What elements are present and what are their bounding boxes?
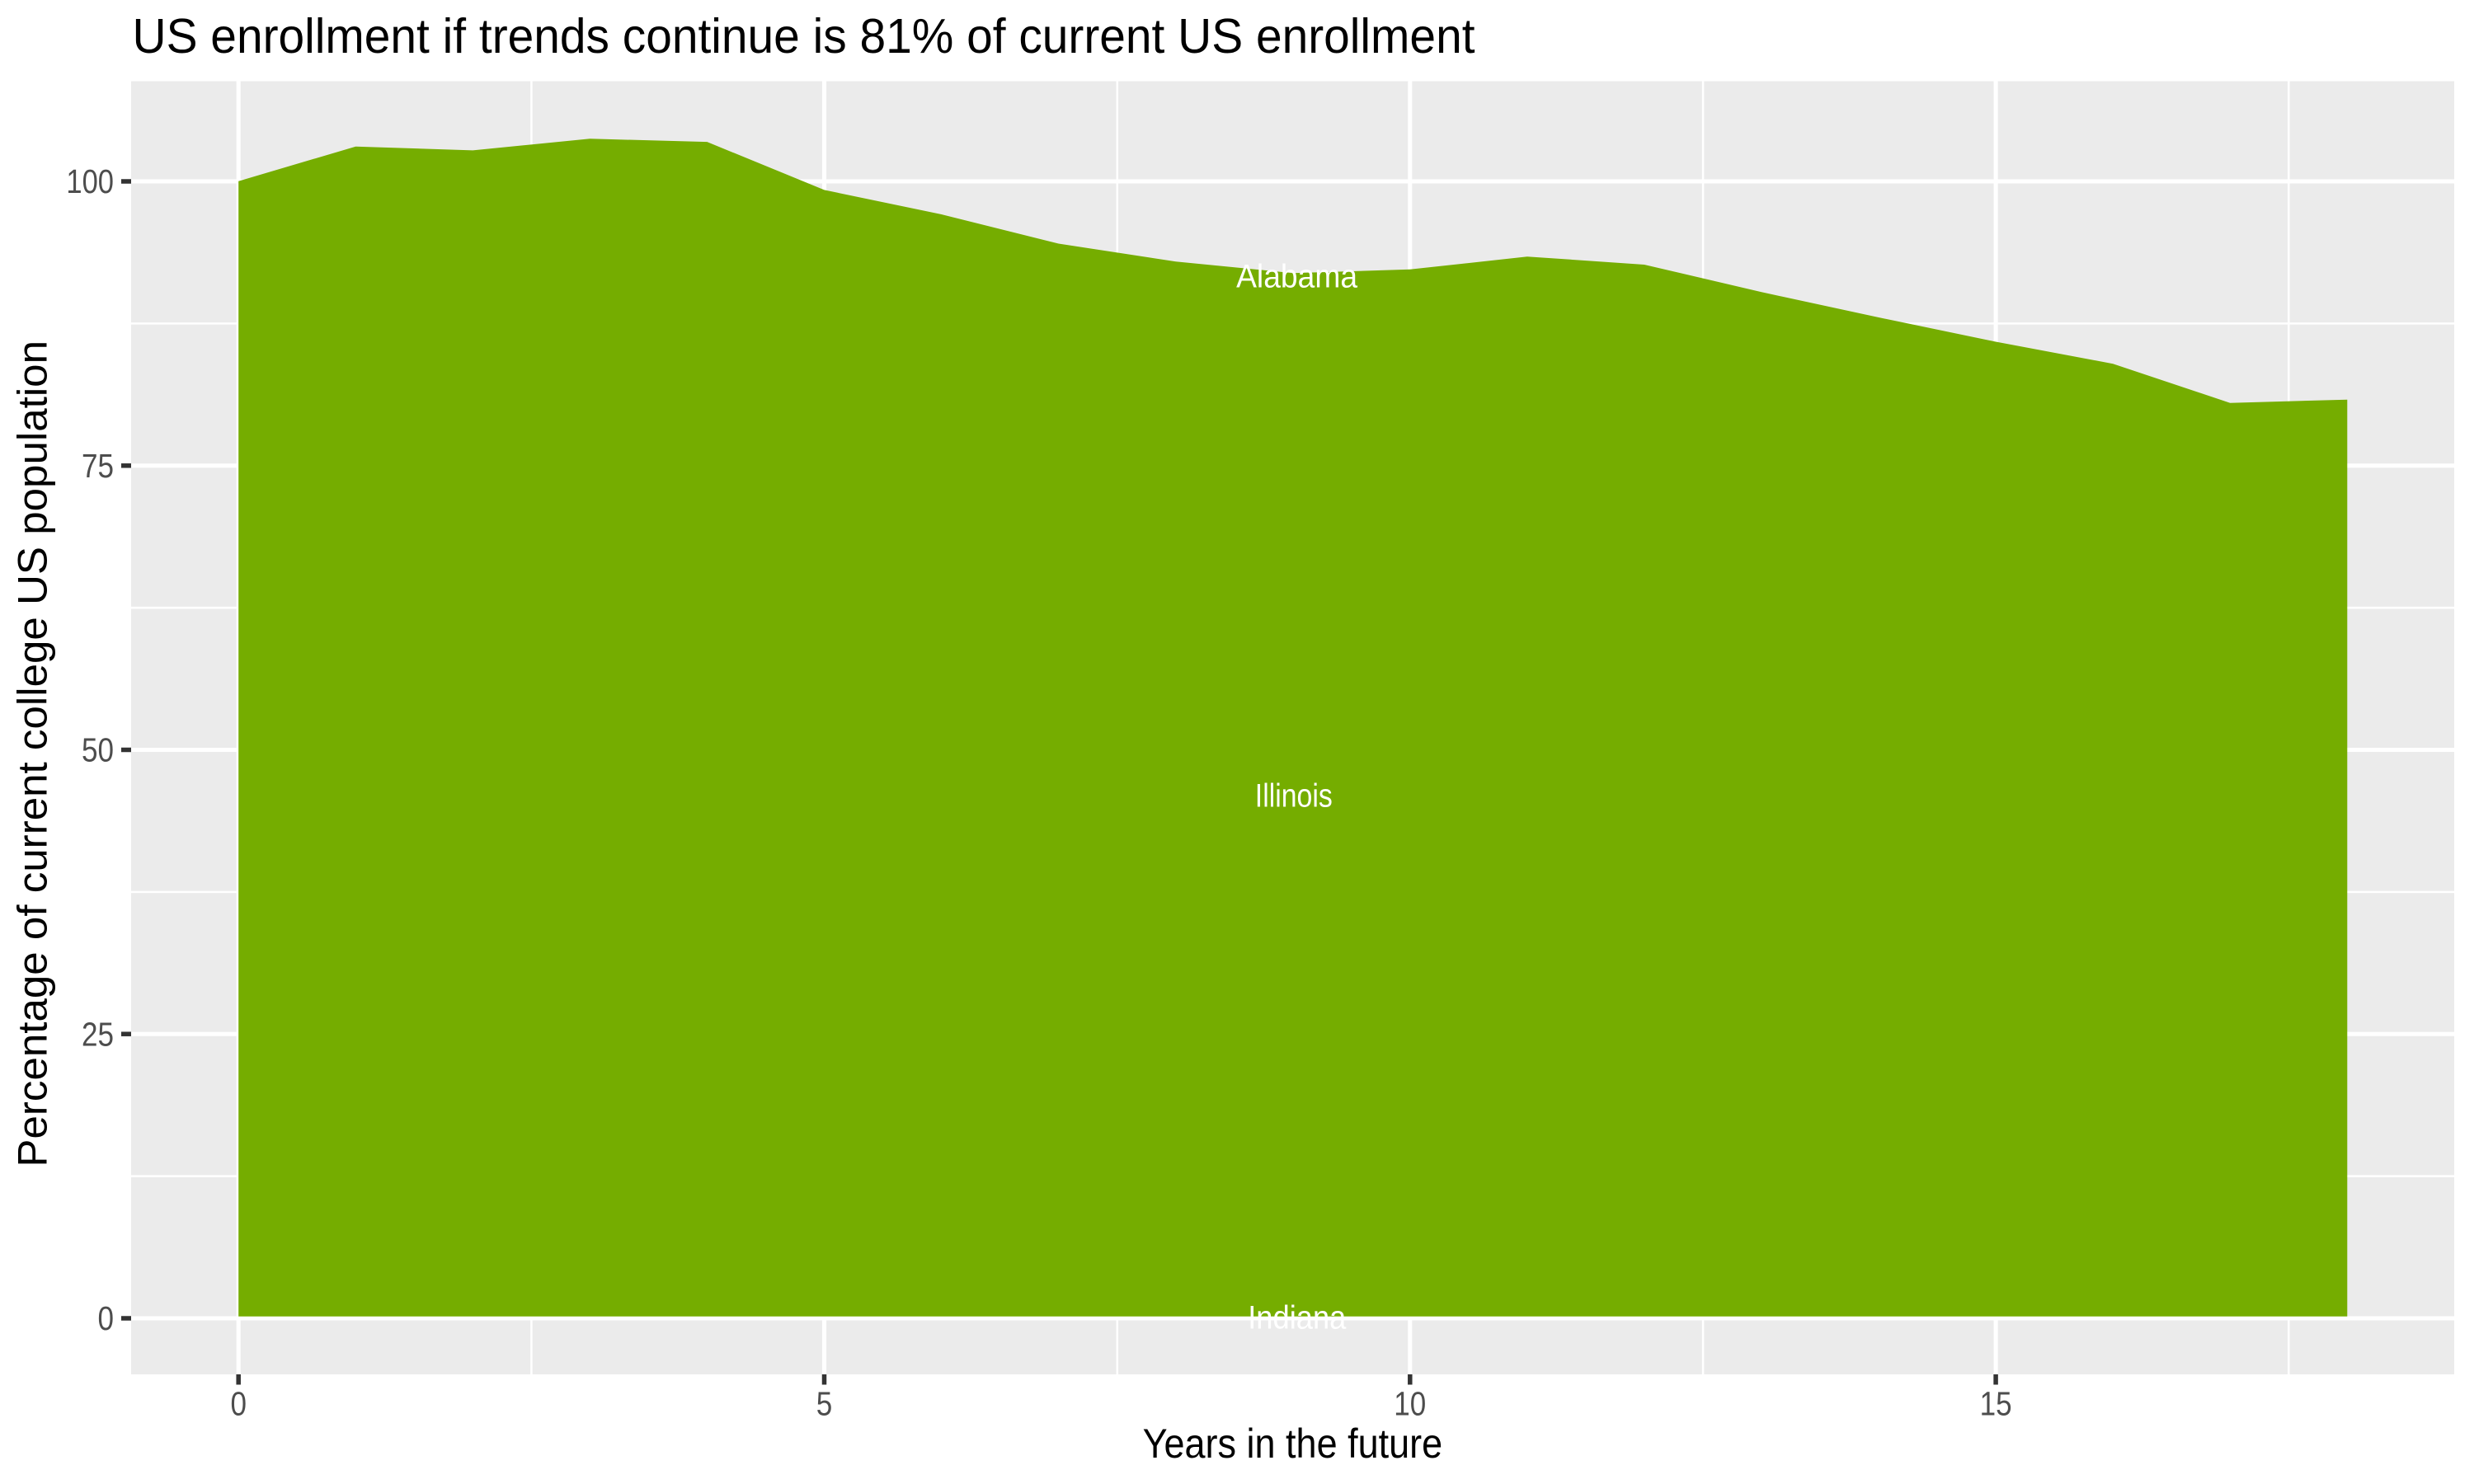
svg-text:0: 0 bbox=[230, 1384, 247, 1422]
svg-text:US enrollment if trends contin: US enrollment if trends continue is 81% … bbox=[133, 8, 1475, 63]
svg-text:5: 5 bbox=[816, 1384, 833, 1422]
svg-text:Percentage of current college: Percentage of current college US populat… bbox=[10, 340, 56, 1167]
svg-text:50: 50 bbox=[82, 731, 114, 769]
svg-text:Illinois: Illinois bbox=[1255, 777, 1333, 814]
svg-text:100: 100 bbox=[66, 162, 114, 200]
svg-text:25: 25 bbox=[82, 1015, 114, 1053]
svg-text:0: 0 bbox=[98, 1299, 115, 1337]
svg-text:Years in the future: Years in the future bbox=[1143, 1421, 1443, 1467]
svg-text:Alabama: Alabama bbox=[1236, 258, 1358, 294]
svg-text:75: 75 bbox=[82, 447, 114, 485]
svg-text:10: 10 bbox=[1394, 1384, 1426, 1422]
svg-text:15: 15 bbox=[1980, 1384, 2012, 1422]
svg-text:Indiana: Indiana bbox=[1248, 1300, 1347, 1336]
